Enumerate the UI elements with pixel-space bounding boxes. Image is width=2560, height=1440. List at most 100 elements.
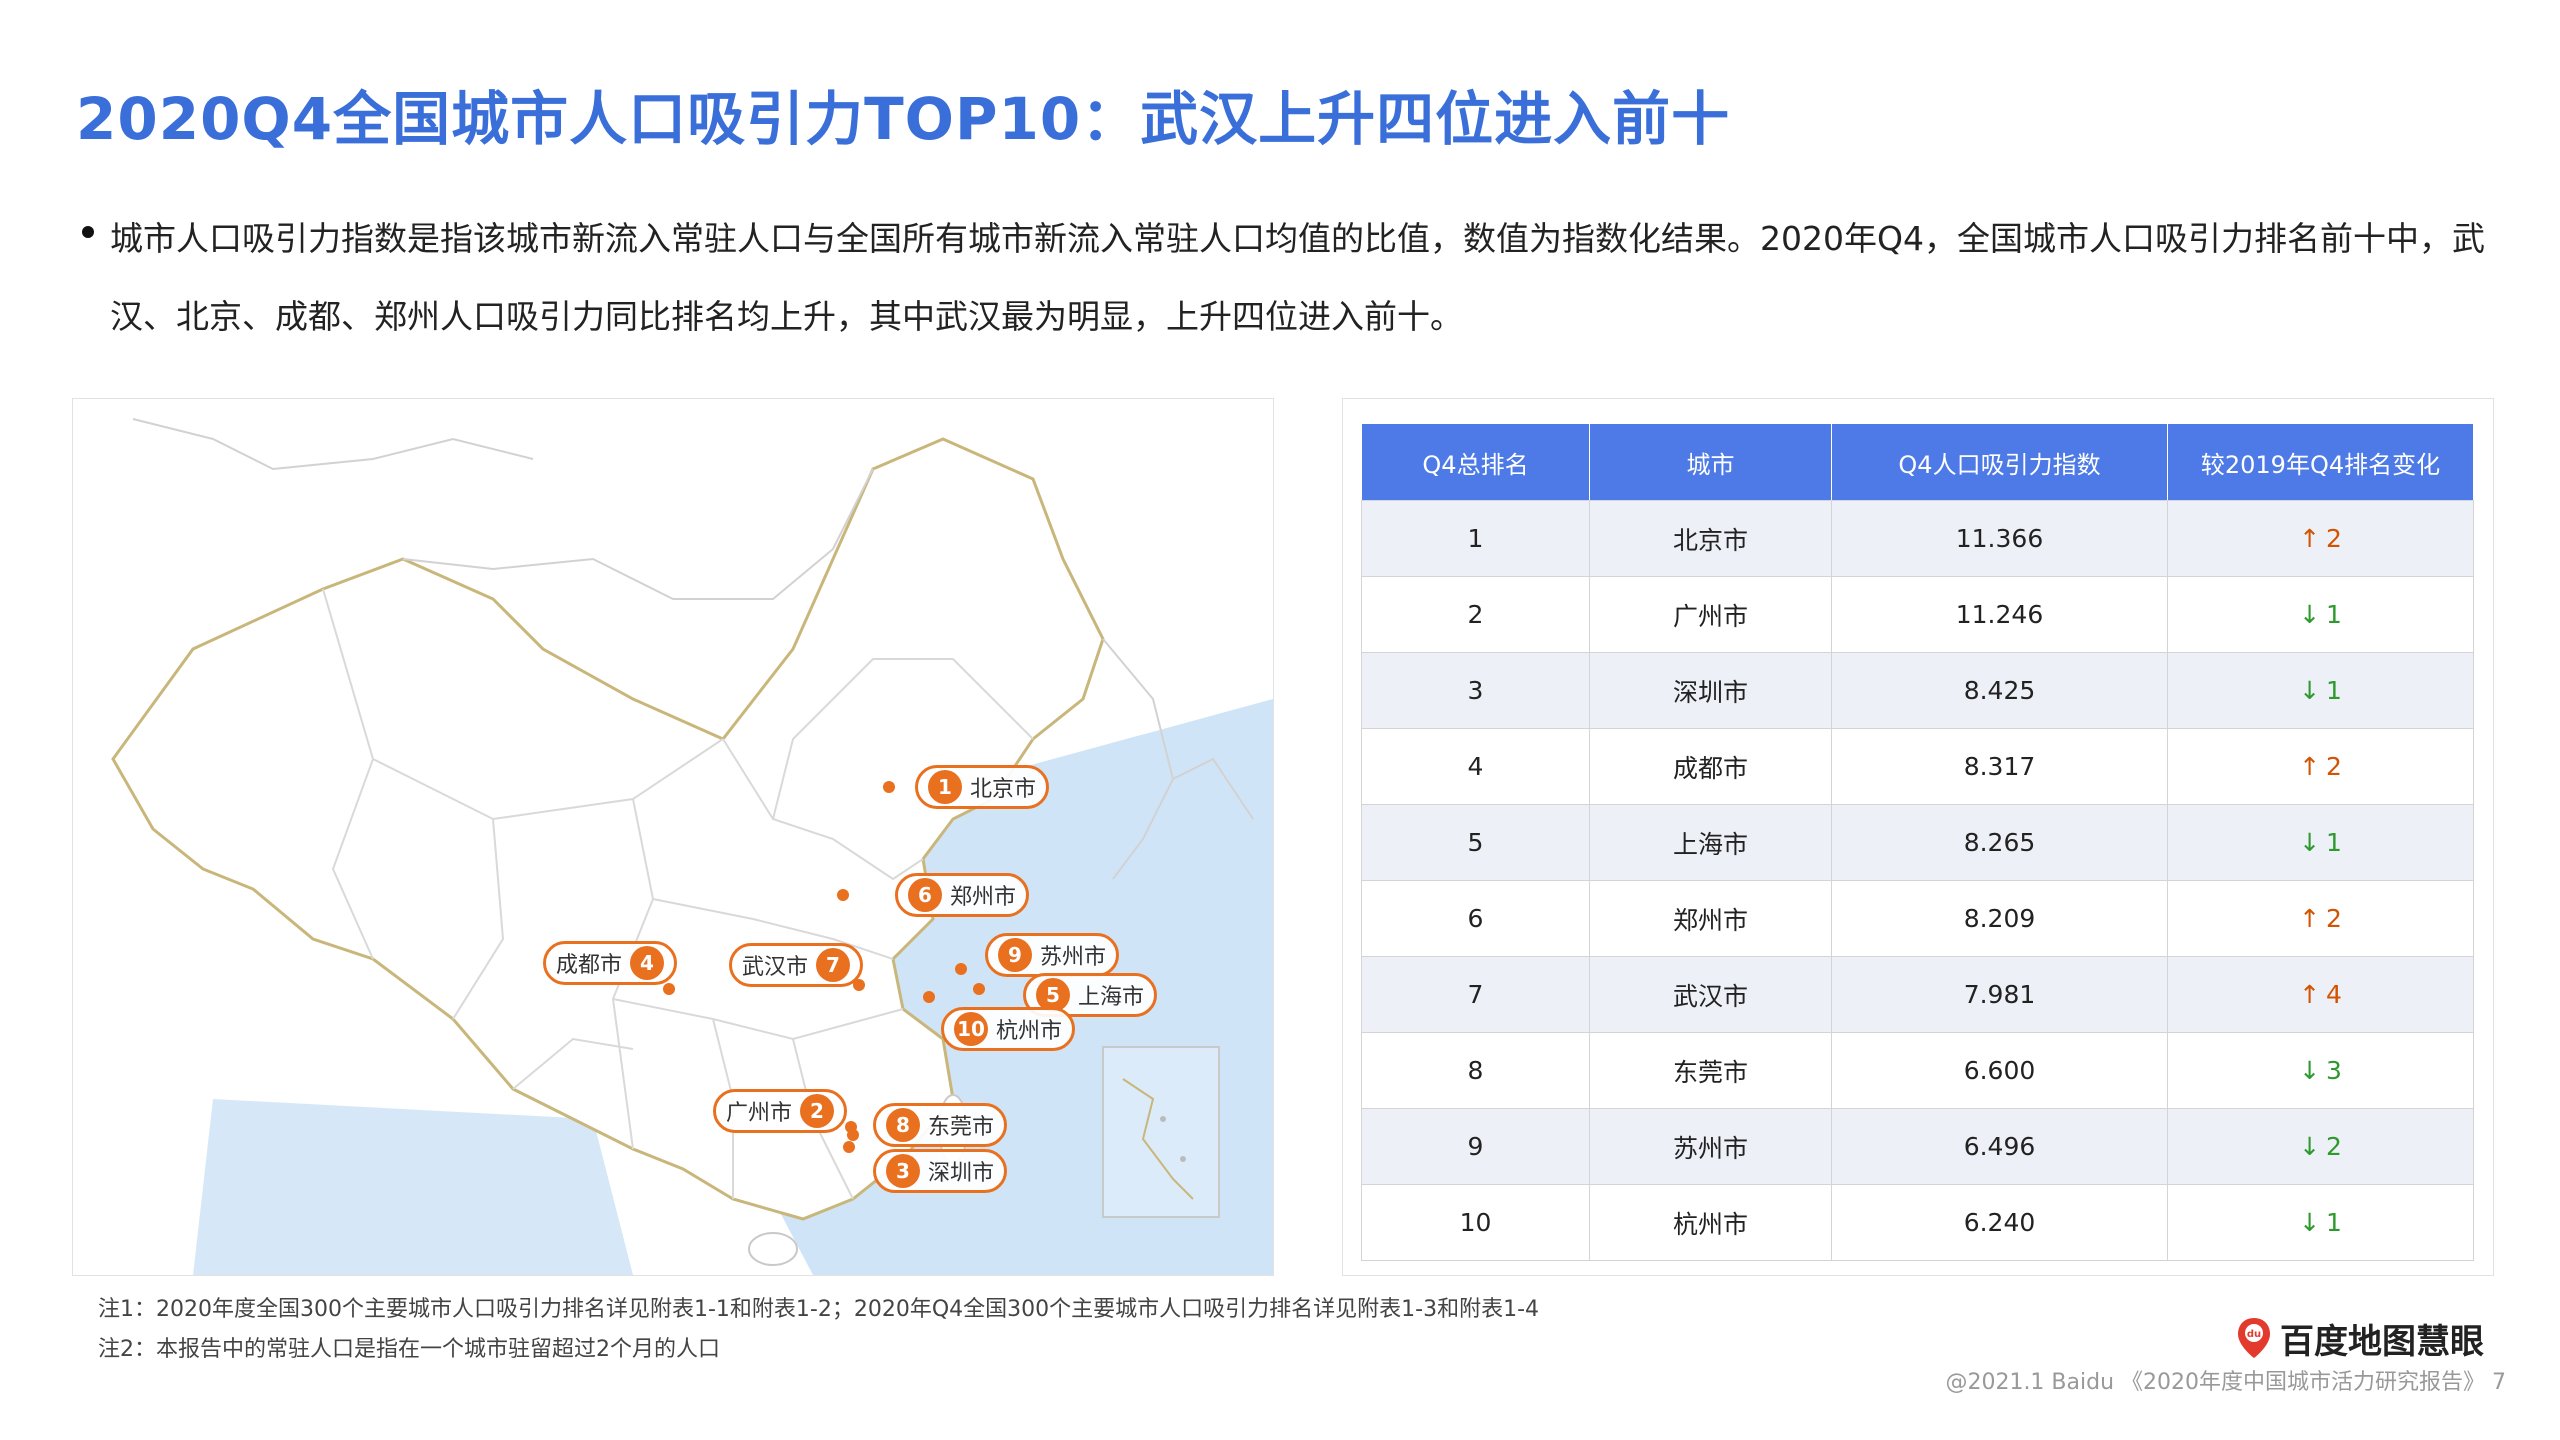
arrow-down-icon: ↓ xyxy=(2299,1132,2321,1161)
table-row: 7 武汉市 7.981 ↑ 4 xyxy=(1361,956,2474,1033)
city-marker: 8 东莞市 xyxy=(873,1103,1008,1147)
index-cell: 6.600 xyxy=(1831,1032,2168,1109)
footer: @2021.1 Baidu 《2020年度中国城市活力研究报告》 7 xyxy=(1945,1370,2506,1395)
city-label: 广州市 xyxy=(726,1101,793,1126)
index-cell: 8.265 xyxy=(1831,804,2168,881)
table-row: 6 郑州市 8.209 ↑ 2 xyxy=(1361,880,2474,957)
index-cell: 8.317 xyxy=(1831,728,2168,805)
rank-badge: 3 xyxy=(886,1154,920,1188)
rank-cell: 8 xyxy=(1361,1032,1590,1109)
arrow-down-icon: ↓ xyxy=(2299,676,2321,705)
change-value: 2 xyxy=(2326,524,2342,553)
logo-badge: du xyxy=(2247,1329,2261,1340)
city-marker: 2 广州市 xyxy=(713,1089,848,1133)
city-dot xyxy=(843,1141,855,1153)
city-dot xyxy=(847,1129,859,1141)
city-marker: 7 武汉市 xyxy=(729,943,864,987)
city-cell: 苏州市 xyxy=(1589,1108,1832,1185)
city-label: 杭州市 xyxy=(996,1019,1063,1044)
header-city: 城市 xyxy=(1589,423,1832,501)
change-value: 2 xyxy=(2326,752,2342,781)
rank-cell: 4 xyxy=(1361,728,1590,805)
change-value: 4 xyxy=(2326,980,2342,1009)
city-marker: 10 杭州市 xyxy=(941,1007,1076,1051)
city-label: 东莞市 xyxy=(928,1115,995,1140)
city-dot xyxy=(955,963,967,975)
table-row: 3 深圳市 8.425 ↓ 1 xyxy=(1361,652,2474,729)
change-cell: ↑ 4 xyxy=(2167,956,2474,1033)
arrow-down-icon: ↓ xyxy=(2299,600,2321,629)
city-label: 武汉市 xyxy=(742,955,809,980)
city-dot xyxy=(663,983,675,995)
baidu-logo: du 百度地图慧眼 xyxy=(2236,1316,2484,1362)
city-dot xyxy=(853,979,865,991)
change-value: 2 xyxy=(2326,1132,2342,1161)
city-cell: 北京市 xyxy=(1589,500,1832,577)
change-value: 1 xyxy=(2326,828,2342,857)
city-label: 郑州市 xyxy=(950,885,1017,910)
table-row: 2 广州市 11.246 ↓ 1 xyxy=(1361,576,2474,653)
city-cell: 上海市 xyxy=(1589,804,1832,881)
change-cell: ↓ 1 xyxy=(2167,804,2474,881)
notes: 注1：2020年度全国300个主要城市人口吸引力排名详见附表1-1和附表1-2；… xyxy=(98,1290,1539,1370)
rank-badge: 1 xyxy=(928,770,962,804)
map-pin-icon: du xyxy=(2238,1318,2270,1358)
change-value: 3 xyxy=(2326,1056,2342,1085)
index-cell: 8.425 xyxy=(1831,652,2168,729)
city-marker: 9 苏州市 xyxy=(985,933,1120,977)
change-cell: ↓ 3 xyxy=(2167,1032,2474,1109)
change-value: 1 xyxy=(2326,1208,2342,1237)
ranking-table: Q4总排名 城市 Q4人口吸引力指数 较2019年Q4排名变化 1 北京市 11.3… xyxy=(1361,423,2474,1261)
index-cell: 7.981 xyxy=(1831,956,2168,1033)
city-cell: 杭州市 xyxy=(1589,1184,1832,1261)
city-cell: 成都市 xyxy=(1589,728,1832,805)
header-rank: Q4总排名 xyxy=(1361,423,1590,501)
city-label: 上海市 xyxy=(1078,985,1145,1010)
map-panel: 1 北京市 6 郑州市 4 成都市 7 武汉市 9 苏州市 5 上海市 10 杭州市 2 广州市 8 东莞市 3 深圳… xyxy=(72,398,1274,1276)
bullet-paragraph: 城市人口吸引力指数是指该城市新流入常驻人口与全国所有城市新流入常驻人口均值的比值… xyxy=(82,200,2522,356)
city-dot xyxy=(923,991,935,1003)
city-dot xyxy=(973,983,985,995)
rank-badge: 10 xyxy=(954,1012,988,1046)
rank-cell: 9 xyxy=(1361,1108,1590,1185)
city-marker: 3 深圳市 xyxy=(873,1149,1008,1193)
china-map xyxy=(73,399,1273,1275)
rank-badge: 6 xyxy=(908,878,942,912)
change-cell: ↓ 1 xyxy=(2167,652,2474,729)
arrow-up-icon: ↑ xyxy=(2299,980,2321,1009)
city-cell: 郑州市 xyxy=(1589,880,1832,957)
rank-cell: 2 xyxy=(1361,576,1590,653)
city-marker: 4 成都市 xyxy=(543,941,678,985)
rank-cell: 5 xyxy=(1361,804,1590,881)
note-2: 注2：本报告中的常驻人口是指在一个城市驻留超过2个月的人口 xyxy=(98,1337,720,1362)
note-1: 注1：2020年度全国300个主要城市人口吸引力排名详见附表1-1和附表1-2；… xyxy=(98,1297,1540,1322)
arrow-up-icon: ↑ xyxy=(2299,752,2321,781)
index-cell: 11.366 xyxy=(1831,500,2168,577)
index-cell: 6.496 xyxy=(1831,1108,2168,1185)
rank-cell: 7 xyxy=(1361,956,1590,1033)
index-cell: 6.240 xyxy=(1831,1184,2168,1261)
city-marker: 6 郑州市 xyxy=(895,873,1030,917)
bullet-text: 城市人口吸引力指数是指该城市新流入常驻人口与全国所有城市新流入常驻人口均值的比值… xyxy=(110,219,2485,336)
bullet-dot xyxy=(82,226,94,238)
rank-cell: 6 xyxy=(1361,880,1590,957)
header-index: Q4人口吸引力指数 xyxy=(1831,423,2168,501)
change-value: 1 xyxy=(2326,676,2342,705)
table-row: 5 上海市 8.265 ↓ 1 xyxy=(1361,804,2474,881)
change-cell: ↑ 2 xyxy=(2167,500,2474,577)
rank-badge: 7 xyxy=(816,948,851,982)
table-header-row: Q4总排名 城市 Q4人口吸引力指数 较2019年Q4排名变化 xyxy=(1361,423,2474,501)
rank-cell: 3 xyxy=(1361,652,1590,729)
table-row: 1 北京市 11.366 ↑ 2 xyxy=(1361,500,2474,577)
index-cell: 11.246 xyxy=(1831,576,2168,653)
rank-cell: 1 xyxy=(1361,500,1590,577)
city-cell: 武汉市 xyxy=(1589,956,1832,1033)
table-row: 9 苏州市 6.496 ↓ 2 xyxy=(1361,1108,2474,1185)
logo-text: 百度地图慧眼 xyxy=(2280,1321,2484,1362)
city-dot xyxy=(837,889,849,901)
change-cell: ↓ 2 xyxy=(2167,1108,2474,1185)
index-cell: 8.209 xyxy=(1831,880,2168,957)
rank-cell: 10 xyxy=(1361,1184,1590,1261)
rank-badge: 5 xyxy=(1036,978,1070,1012)
city-dot xyxy=(883,781,895,793)
